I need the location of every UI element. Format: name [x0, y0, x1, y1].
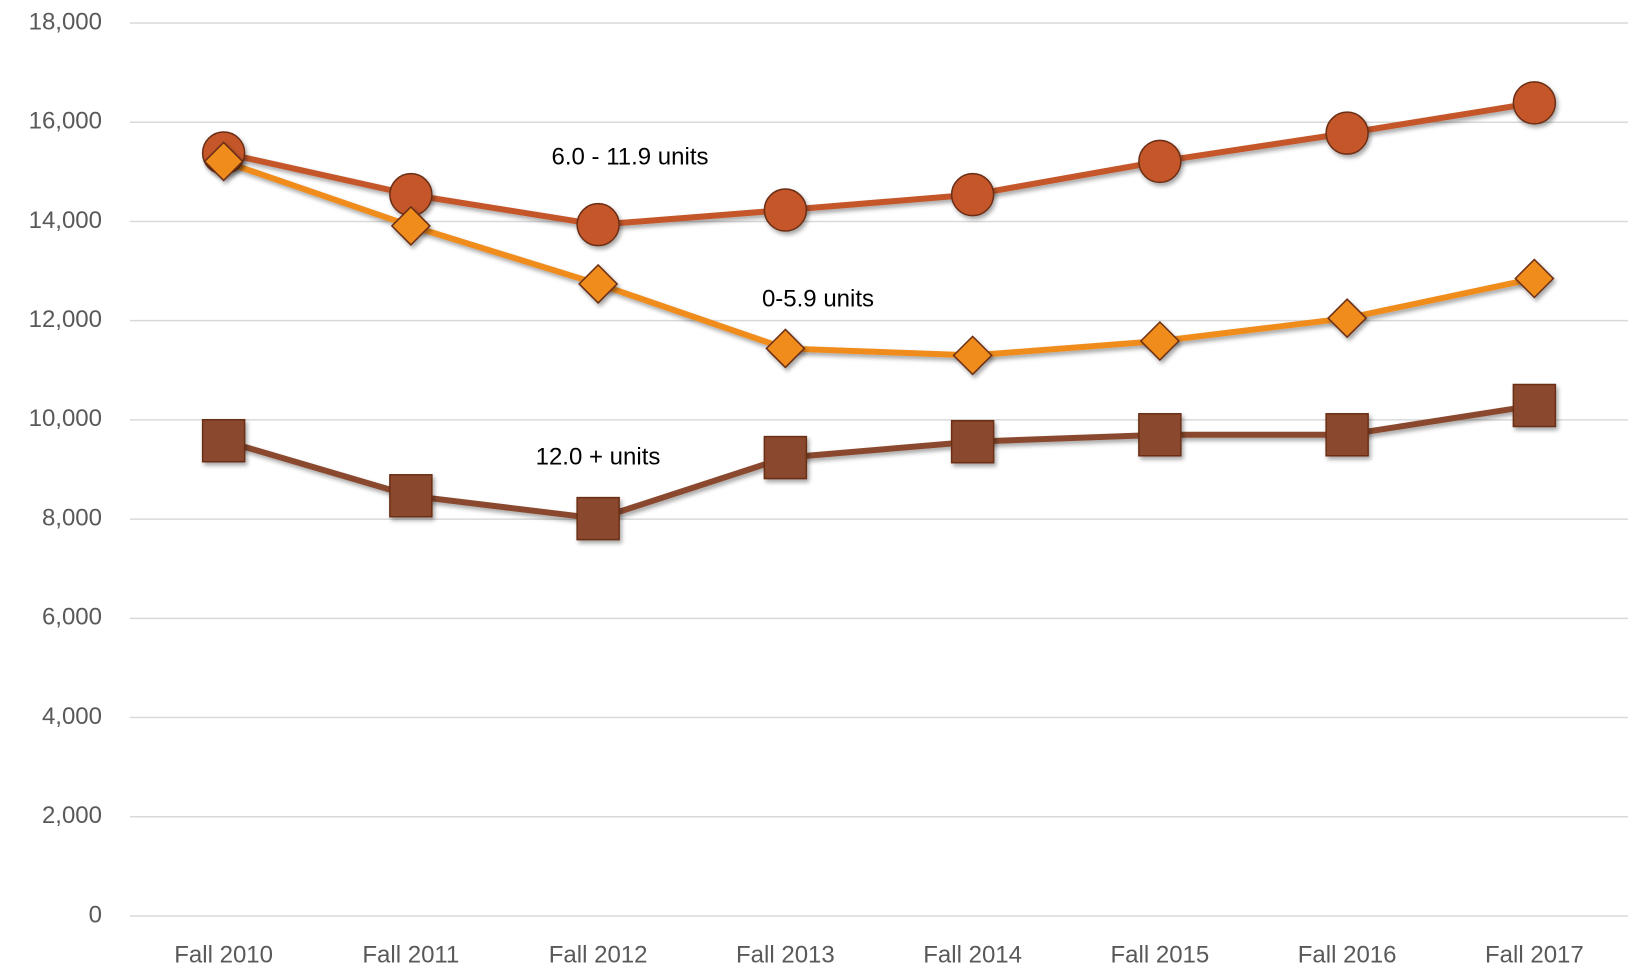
marker	[1512, 81, 1557, 125]
marker	[390, 205, 431, 246]
x-tick-label: Fall 2010	[174, 941, 273, 968]
marker	[576, 496, 620, 541]
y-tick-label: 10,000	[29, 405, 102, 432]
series-line	[222, 402, 1535, 522]
y-tick-label: 2,000	[42, 802, 102, 829]
marker	[1327, 298, 1368, 339]
y-tick-label: 16,000	[29, 108, 102, 135]
x-tick-label: Fall 2013	[736, 941, 835, 968]
marker	[765, 328, 806, 369]
x-tick-label: Fall 2016	[1298, 941, 1397, 968]
marker	[1325, 111, 1369, 155]
marker	[578, 263, 619, 305]
series-line	[222, 158, 1535, 359]
series-label: 6.0 - 11.9 units	[552, 143, 709, 170]
x-tick-label: Fall 2012	[549, 941, 648, 968]
marker	[952, 335, 993, 376]
marker	[1139, 320, 1180, 362]
x-tick-label: Fall 2014	[923, 941, 1022, 968]
y-tick-label: 6,000	[42, 604, 102, 631]
y-tick-label: 12,000	[29, 306, 102, 333]
marker	[950, 419, 995, 464]
series-label: 12.0 + units	[536, 443, 661, 470]
marker	[389, 474, 433, 518]
y-tick-label: 18,000	[29, 8, 102, 35]
marker	[1512, 383, 1557, 428]
marker	[201, 418, 246, 463]
marker	[1325, 413, 1369, 457]
marker	[576, 202, 620, 247]
series-line	[222, 99, 1535, 228]
marker	[950, 172, 995, 217]
marker	[1138, 139, 1182, 184]
x-tick-label: Fall 2011	[362, 941, 459, 968]
marker	[1138, 413, 1182, 457]
y-tick-label: 0	[89, 901, 102, 928]
marker	[1514, 258, 1555, 299]
y-tick-label: 4,000	[42, 703, 102, 730]
x-tick-label: Fall 2017	[1485, 941, 1584, 968]
marker	[763, 435, 808, 480]
y-tick-label: 14,000	[29, 207, 102, 234]
y-tick-label: 8,000	[42, 504, 102, 531]
marker	[203, 141, 244, 182]
marker	[763, 188, 808, 232]
x-tick-label: Fall 2015	[1111, 941, 1210, 968]
series-label: 0-5.9 units	[762, 285, 874, 312]
